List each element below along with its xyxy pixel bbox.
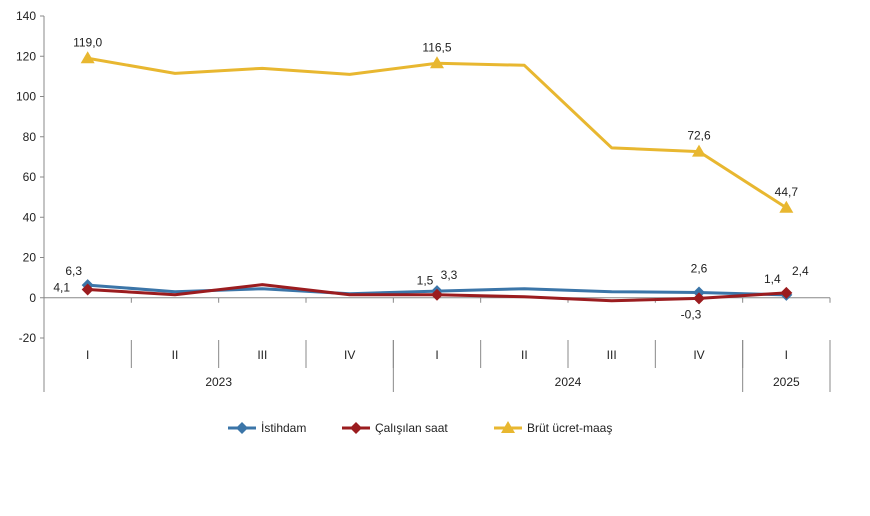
x-category-label: IV <box>344 348 355 362</box>
x-year-label: 2023 <box>205 375 232 389</box>
data-point <box>81 283 94 296</box>
x-category-label: II <box>521 348 528 362</box>
data-label: 6,3 <box>65 264 82 278</box>
x-category-label: III <box>257 348 267 362</box>
data-label: 44,7 <box>775 185 799 199</box>
legend-label: Çalışılan saat <box>375 421 448 435</box>
x-category-label: I <box>86 348 89 362</box>
data-point <box>779 200 794 213</box>
data-label: 3,3 <box>441 268 458 282</box>
data-label: 116,5 <box>422 40 451 54</box>
y-tick-label: 80 <box>23 130 37 144</box>
data-point <box>692 144 706 157</box>
x-year-label: 2024 <box>555 375 582 389</box>
y-tick-label: 140 <box>16 9 36 23</box>
data-label: 72,6 <box>687 129 711 143</box>
y-tick-label: 40 <box>23 210 37 224</box>
data-point <box>693 292 705 305</box>
data-label: -0,3 <box>681 307 702 321</box>
series-line-2 <box>87 56 788 210</box>
data-label: 1,4 <box>764 272 781 286</box>
y-tick-label: 100 <box>16 90 36 104</box>
y-tick-label: 120 <box>16 49 36 63</box>
x-category-label: IV <box>693 348 704 362</box>
data-label: 119,0 <box>73 35 102 49</box>
y-tick-label: 0 <box>29 291 36 305</box>
legend-label: İstihdam <box>261 421 306 435</box>
y-tick-label: 20 <box>23 251 37 265</box>
x-category-label: I <box>435 348 438 362</box>
data-point <box>780 286 793 299</box>
data-label: 2,4 <box>792 264 809 278</box>
x-category-label: I <box>785 348 788 362</box>
y-tick-label: -20 <box>19 331 37 345</box>
legend-marker <box>236 422 248 434</box>
data-label: 1,5 <box>417 274 434 288</box>
data-point <box>80 51 95 64</box>
data-point <box>431 288 443 301</box>
x-category-label: II <box>172 348 179 362</box>
legend-label: Brüt ücret-maaş <box>527 421 612 435</box>
legend-marker <box>350 422 362 434</box>
x-category-label: III <box>607 348 617 362</box>
data-label: 4,1 <box>53 280 70 294</box>
data-label: 2,6 <box>691 262 708 276</box>
y-tick-label: 60 <box>23 170 37 184</box>
x-year-label: 2025 <box>773 375 800 389</box>
legend-marker <box>501 421 515 433</box>
data-point <box>430 56 444 69</box>
